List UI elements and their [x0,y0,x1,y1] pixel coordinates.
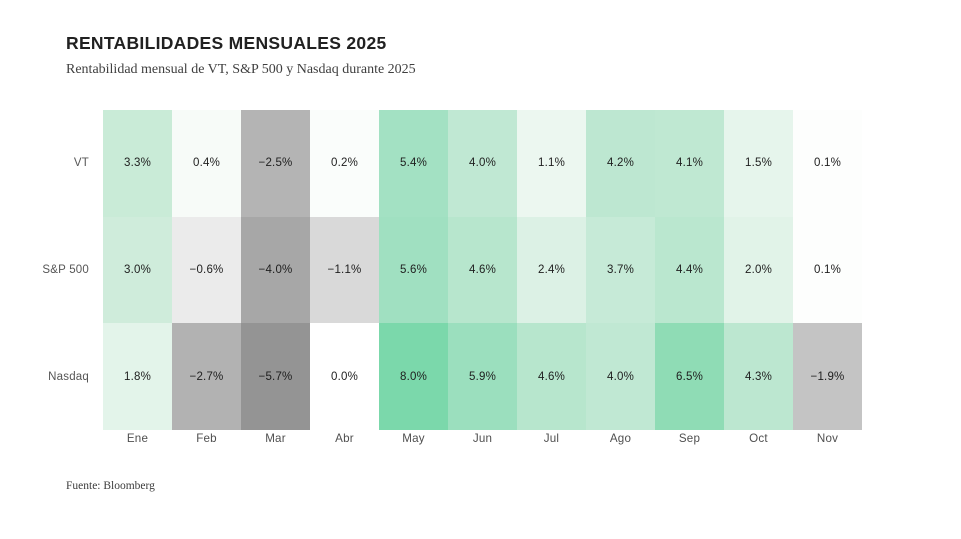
cell-value: 5.6% [399,263,427,276]
heatmap-cell: 4.4% [655,216,724,324]
row-label-s-p-500: S&P 500 [42,263,89,276]
cell-value: 4.4% [675,263,703,276]
heatmap-cell: 5.6% [379,216,448,324]
cell-value: 5.9% [468,370,496,383]
heatmap-cell: 2.0% [724,216,793,324]
heatmap-cell: 5.4% [379,110,448,217]
cell-value: 3.3% [123,157,151,170]
heatmap-cell: −2.5% [241,110,310,217]
month-label-ene: Ene [126,432,149,445]
month-label-may: May [402,432,425,445]
heatmap-cell: −0.6% [172,216,241,324]
cell-value: 8.0% [399,370,427,383]
heatmap-cell: 0.1% [793,216,862,324]
cell-value: 5.4% [399,157,427,170]
heatmap-cell: 8.0% [379,323,448,430]
heatmap-cell: 4.2% [586,110,655,217]
cell-value: 0.0% [330,370,358,383]
cell-value: 2.4% [537,263,565,276]
cell-value: −5.7% [258,370,293,383]
cell-value: 4.6% [537,370,565,383]
cell-value: −4.0% [258,263,293,276]
cell-value: 0.2% [330,157,358,170]
heatmap-cell: 1.5% [724,110,793,217]
cell-value: 0.1% [813,263,841,276]
heatmap-cell: 0.0% [310,323,379,430]
cell-value: −1.9% [810,370,845,383]
month-label-jun: Jun [472,432,493,445]
cell-value: −2.5% [258,157,293,170]
cell-value: −0.6% [189,263,224,276]
month-label-sep: Sep [678,432,701,445]
heatmap-grid: 3.3% 0.4% −2.5% 0.2% 5.4% 4.0% 1.1% 4.2% 4.1% 1.5… [103,110,862,430]
heatmap-cell: 0.1% [793,110,862,217]
heatmap-cell: −5.7% [241,323,310,430]
row-label-vt: VT [73,157,89,170]
heatmap-cell: 0.2% [310,110,379,217]
cell-value: 4.2% [606,157,634,170]
cell-value: 3.7% [606,263,634,276]
cell-value: 0.1% [813,157,841,170]
heatmap-cell: 4.0% [448,110,517,217]
heatmap-cell: 3.3% [103,110,172,217]
cell-value: 4.1% [675,157,703,170]
heatmap-cell: 3.7% [586,216,655,324]
heatmap-cell: 4.6% [448,216,517,324]
month-label-oct: Oct [749,432,768,445]
source-note: Fuente: Bloomberg [66,480,155,492]
heatmap-cell: 1.8% [103,323,172,430]
cell-value: 2.0% [744,263,772,276]
month-label-feb: Feb [196,432,217,445]
chart-subtitle: Rentabilidad mensual de VT, S&P 500 y Na… [66,62,416,77]
y-axis-labels: VT S&P 500 Nasdaq [0,110,96,430]
heatmap-cell: 5.9% [448,323,517,430]
heatmap-cell: −4.0% [241,216,310,324]
heatmap-cell: 4.3% [724,323,793,430]
heatmap-cell: −2.7% [172,323,241,430]
heatmap-cell: 2.4% [517,216,586,324]
cell-value: 1.8% [123,370,151,383]
heatmap-cell: 4.1% [655,110,724,217]
month-label-nov: Nov [816,432,839,445]
cell-value: −1.1% [327,263,362,276]
heatmap-cell: 6.5% [655,323,724,430]
month-label-ago: Ago [609,432,632,445]
cell-value: 3.0% [123,263,151,276]
cell-value: 4.0% [468,157,496,170]
cell-value: 4.3% [744,370,772,383]
month-label-mar: Mar [265,432,286,445]
cell-value: 4.6% [468,263,496,276]
cell-value: 1.1% [537,157,565,170]
heatmap-cell: 4.6% [517,323,586,430]
row-label-nasdaq: Nasdaq [48,370,89,383]
cell-value: 6.5% [675,370,703,383]
cell-value: 4.0% [606,370,634,383]
heatmap-cell: 1.1% [517,110,586,217]
x-axis-labels: Ene Feb Mar Abr May Jun Jul Ago Sep Oct Nov [103,432,862,447]
cell-value: −2.7% [189,370,224,383]
heatmap-cell: −1.9% [793,323,862,430]
cell-value: 0.4% [192,157,220,170]
chart-title: RENTABILIDADES MENSUALES 2025 [66,33,387,53]
month-label-abr: Abr [335,432,354,445]
cell-value: 1.5% [744,157,772,170]
month-label-jul: Jul [543,432,560,445]
heatmap-cell: −1.1% [310,216,379,324]
heatmap-cell: 3.0% [103,216,172,324]
heatmap-cell: 4.0% [586,323,655,430]
heatmap-cell: 0.4% [172,110,241,217]
